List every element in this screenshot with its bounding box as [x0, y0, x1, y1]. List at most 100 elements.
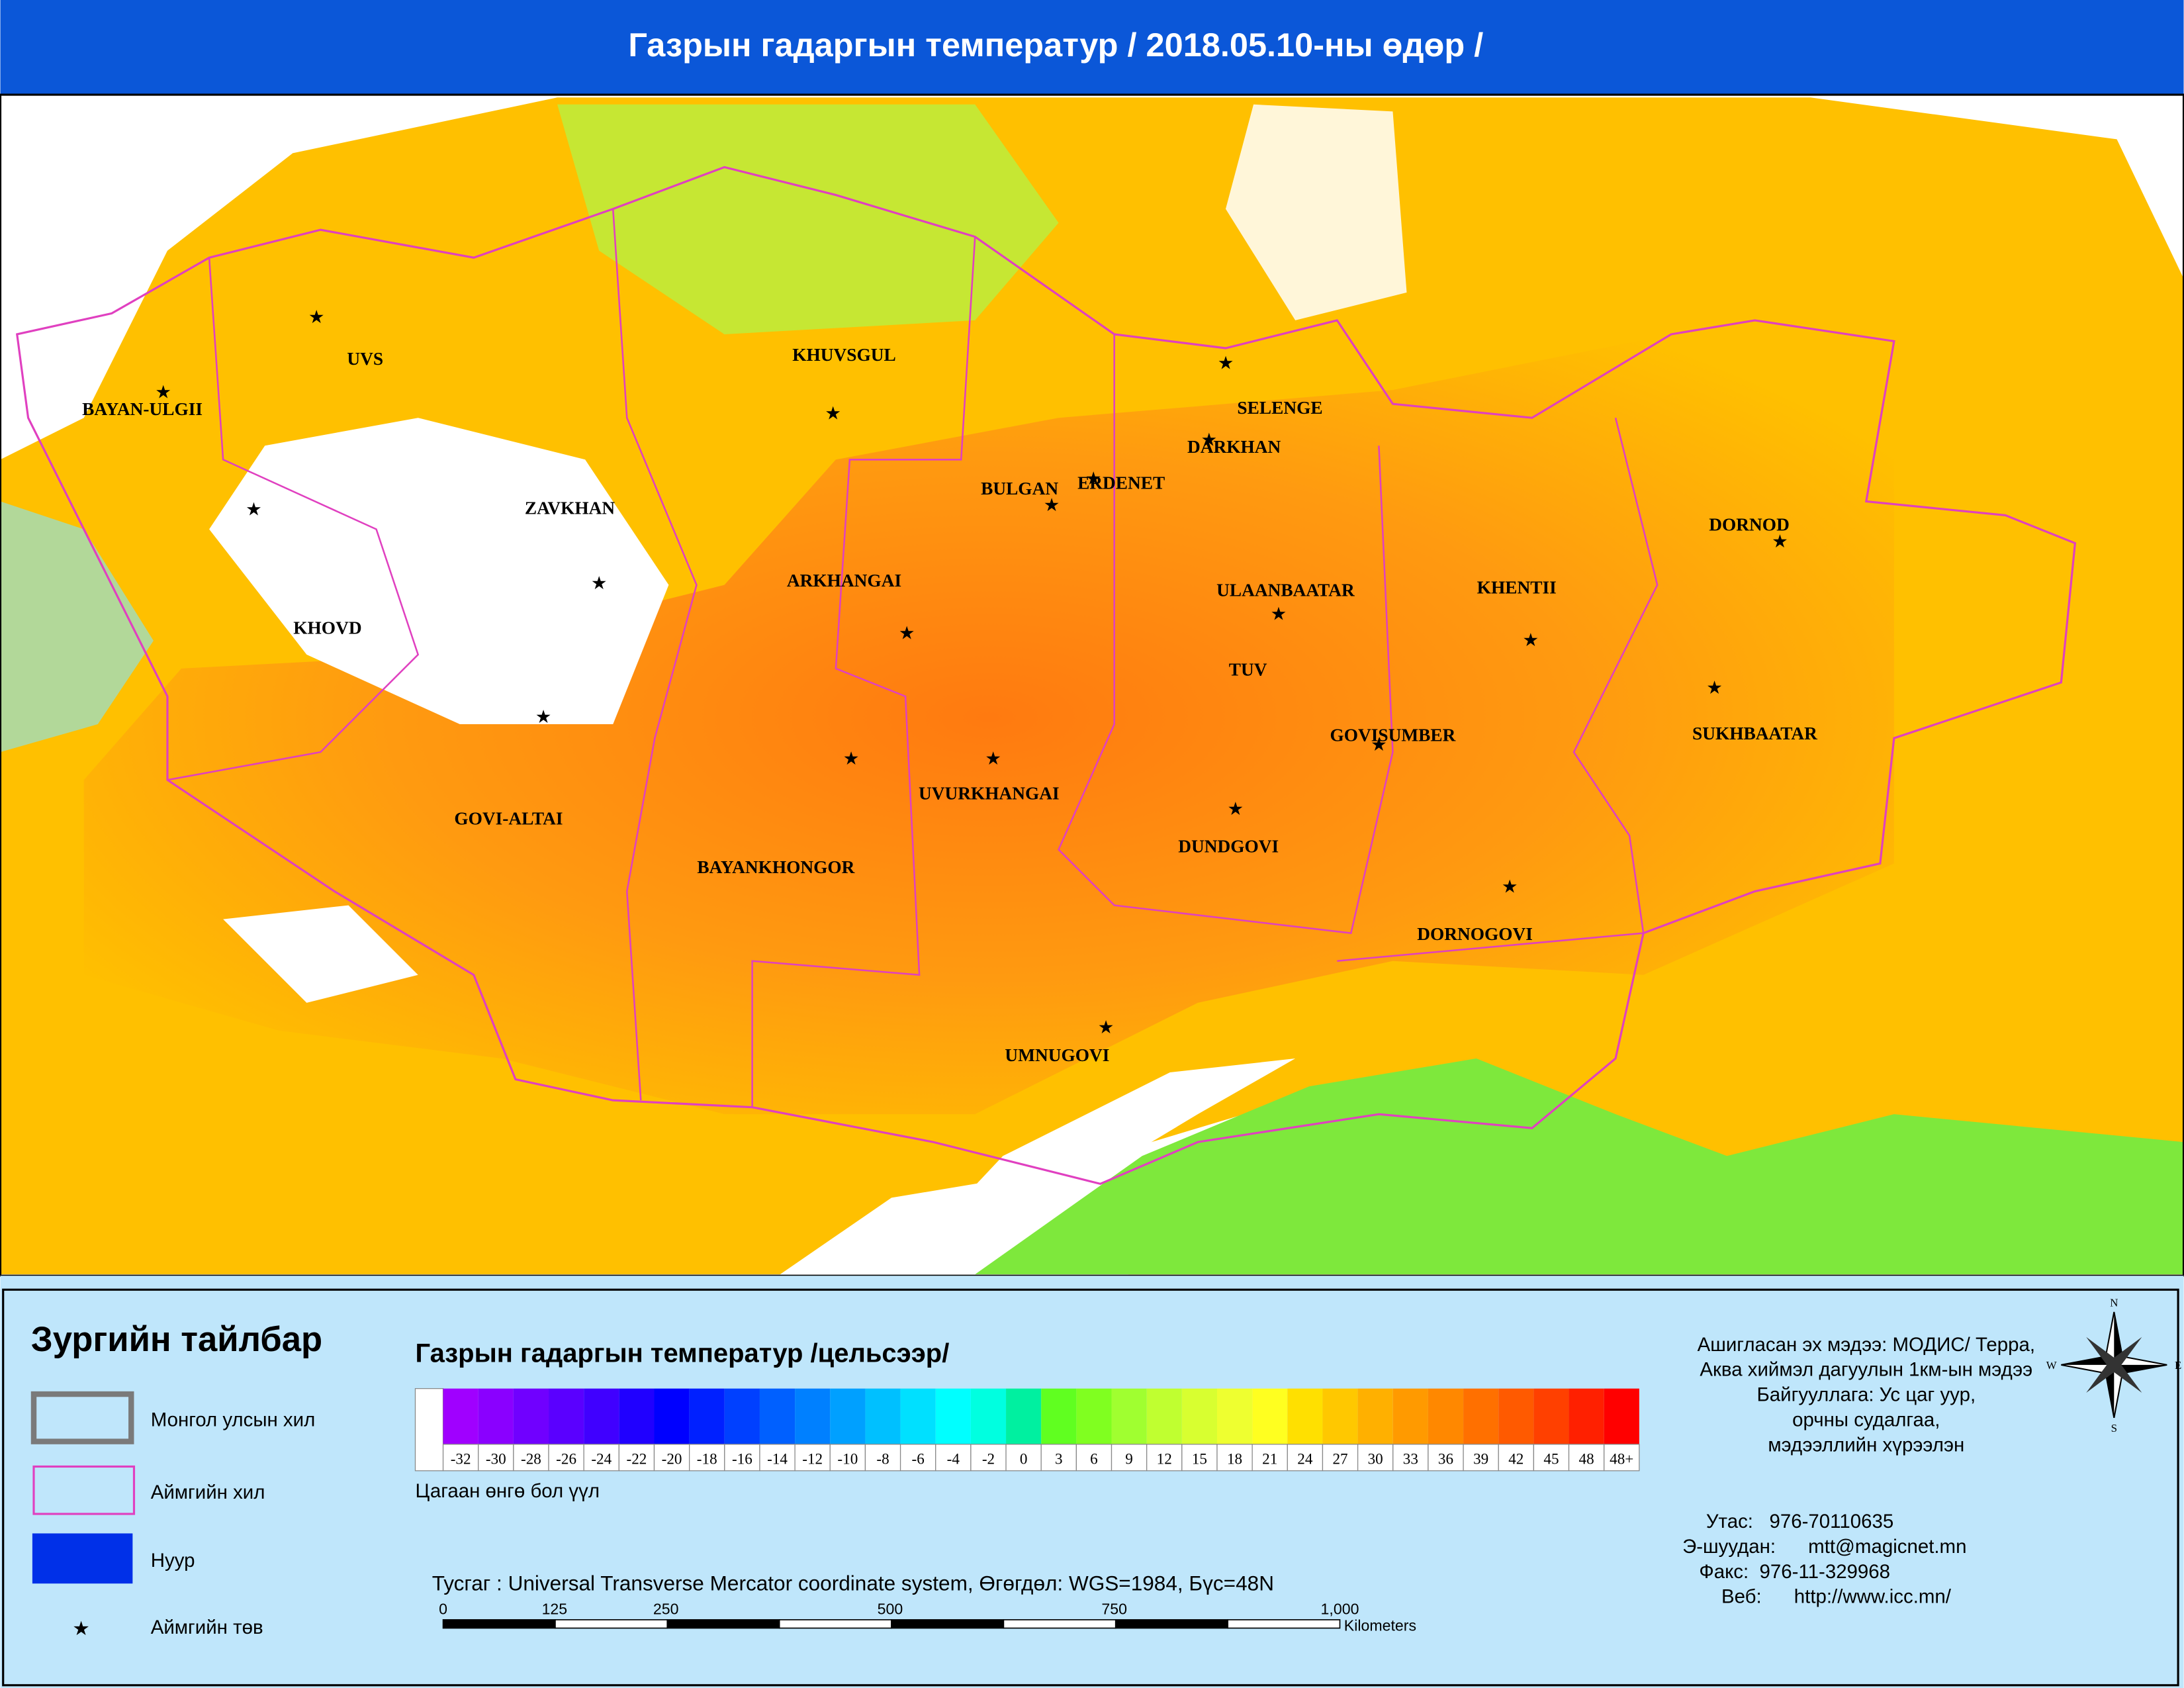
- land-hot: [83, 320, 1894, 1115]
- province-label: BAYAN-ULGII: [82, 399, 203, 419]
- scale-label-cell: [1216, 1444, 1253, 1472]
- legend-item: Нуур: [151, 1550, 195, 1571]
- scale-swatch: [443, 1388, 478, 1444]
- scale-label: -32: [451, 1450, 471, 1468]
- province-center: ★: [1044, 494, 1060, 515]
- province-center: ★: [1227, 798, 1244, 819]
- cloud: [891, 1058, 1296, 1275]
- cloud-swatch: [414, 1388, 444, 1472]
- scale-label: 24: [1297, 1450, 1313, 1468]
- scale-swatch: [935, 1388, 971, 1444]
- legend-item: Аймгийн хил: [151, 1481, 265, 1503]
- scale-swatch: [1428, 1388, 1464, 1444]
- province-border: [751, 236, 976, 1107]
- source-line: Аква хиймэл дагуулын 1км-ын мэдээ: [1700, 1359, 2032, 1381]
- legend-province-symbol: [32, 1465, 136, 1515]
- scale-swatch: [478, 1388, 514, 1444]
- scale-swatch: [865, 1388, 901, 1444]
- province-border: [1057, 334, 1394, 935]
- scale-label-cell: [548, 1444, 584, 1472]
- province-label: DORNOGOVI: [1417, 924, 1533, 944]
- scale-label: -16: [732, 1450, 752, 1468]
- scale-label: -22: [626, 1450, 647, 1468]
- scale-label: 0: [1020, 1450, 1028, 1468]
- legend-lake-symbol: [32, 1533, 133, 1584]
- scale-swatch: [830, 1388, 866, 1444]
- scale-label-cell: [1111, 1444, 1148, 1472]
- province-label: ZAVKHAN: [525, 498, 615, 518]
- contact-line: Э-шуудан: mtt@magicnet.mn: [1682, 1536, 1966, 1558]
- scale-label-cell: [724, 1444, 760, 1472]
- scale-label-cell: [1392, 1444, 1429, 1472]
- province-label: UVURKHANGAI: [919, 784, 1060, 804]
- scale-label: -24: [591, 1450, 612, 1468]
- cloud: [209, 418, 669, 725]
- province-label: BULGAN: [981, 479, 1058, 498]
- compass-label: S: [2111, 1422, 2117, 1434]
- province-label: GOVI-ALTAI: [454, 809, 563, 829]
- header-title: Газрын гадаргын температур / 2018.05.10-…: [628, 26, 1483, 64]
- projection-text: Тусгаг : Universal Transverse Mercator c…: [432, 1571, 1274, 1595]
- province-center: ★: [985, 748, 1001, 769]
- scale-label-cell: [1428, 1444, 1464, 1472]
- scale-swatch: [1498, 1388, 1534, 1444]
- compass-label: E: [2175, 1359, 2181, 1372]
- province-border: [1572, 417, 1659, 933]
- scale-swatch: [970, 1388, 1007, 1444]
- scale-swatch: [689, 1388, 725, 1444]
- province-label: TUV: [1229, 659, 1267, 679]
- scale-bar-segment: [891, 1619, 1005, 1629]
- compass: N E S W: [2046, 1297, 2182, 1434]
- legend-star-symbol: ★: [72, 1618, 89, 1640]
- scale-swatch: [795, 1388, 831, 1444]
- scale-swatch: [1392, 1388, 1428, 1444]
- scale-label: 33: [1403, 1450, 1418, 1468]
- source-line: орчны судалгаа,: [1792, 1409, 1940, 1430]
- scale-label: 6: [1090, 1450, 1098, 1468]
- scale-swatch: [1287, 1388, 1323, 1444]
- province-border: [612, 209, 698, 1101]
- scale-label: 9: [1125, 1450, 1133, 1468]
- scale-label: 39: [1473, 1450, 1488, 1468]
- province-center: ★: [825, 402, 841, 423]
- province-center: ★: [1201, 429, 1217, 449]
- scale-swatch: [1569, 1388, 1604, 1444]
- province-label: UMNUGOVI: [1005, 1045, 1109, 1065]
- compass-label: W: [2046, 1359, 2057, 1372]
- scale-title: Газрын гадаргын температур /цельсээр/: [415, 1339, 949, 1368]
- scale-swatch: [1181, 1388, 1217, 1444]
- province-center: ★: [1522, 630, 1539, 650]
- province-label: ULAANBAATAR: [1216, 580, 1355, 600]
- scale-swatch: [584, 1388, 619, 1444]
- province-center: ★: [591, 573, 608, 593]
- scale-bar-segment: [778, 1619, 892, 1629]
- scale-swatch: [1322, 1388, 1358, 1444]
- source-line: Ашигласан эх мэдээ: МОДИС/ Терра,: [1698, 1334, 2035, 1356]
- scale-label: 30: [1368, 1450, 1383, 1468]
- scale-label: 27: [1332, 1450, 1347, 1468]
- legend-title: Зургийн тайлбар: [31, 1320, 322, 1359]
- scale-swatch: [1604, 1388, 1639, 1444]
- scale-swatch: [549, 1388, 584, 1444]
- province-label: SUKHBAATAR: [1692, 724, 1817, 743]
- contact-line: Утас: 976-70110635: [1706, 1511, 1893, 1532]
- province-label: KHENTII: [1477, 577, 1557, 597]
- province-label: DORNOD: [1709, 515, 1790, 535]
- province-center: ★: [1706, 677, 1723, 698]
- scale-bar-segment: [555, 1619, 668, 1629]
- scale-label: 12: [1157, 1450, 1172, 1468]
- scale-label: 3: [1055, 1450, 1063, 1468]
- green-north: [557, 104, 1059, 334]
- header-bar: [0, 0, 2184, 95]
- scale-swatch: [1252, 1388, 1288, 1444]
- legend-item: Аймгийн төв: [151, 1617, 263, 1638]
- scale-label-cell: [935, 1444, 972, 1472]
- scale-label-cell: [1287, 1444, 1324, 1472]
- scale-label: -18: [697, 1450, 717, 1468]
- scale-label: 36: [1438, 1450, 1453, 1468]
- province-center: ★: [1772, 531, 1788, 551]
- scale-label-cell: [970, 1444, 1007, 1472]
- scale-label: -28: [521, 1450, 541, 1468]
- province-center: ★: [1085, 468, 1102, 489]
